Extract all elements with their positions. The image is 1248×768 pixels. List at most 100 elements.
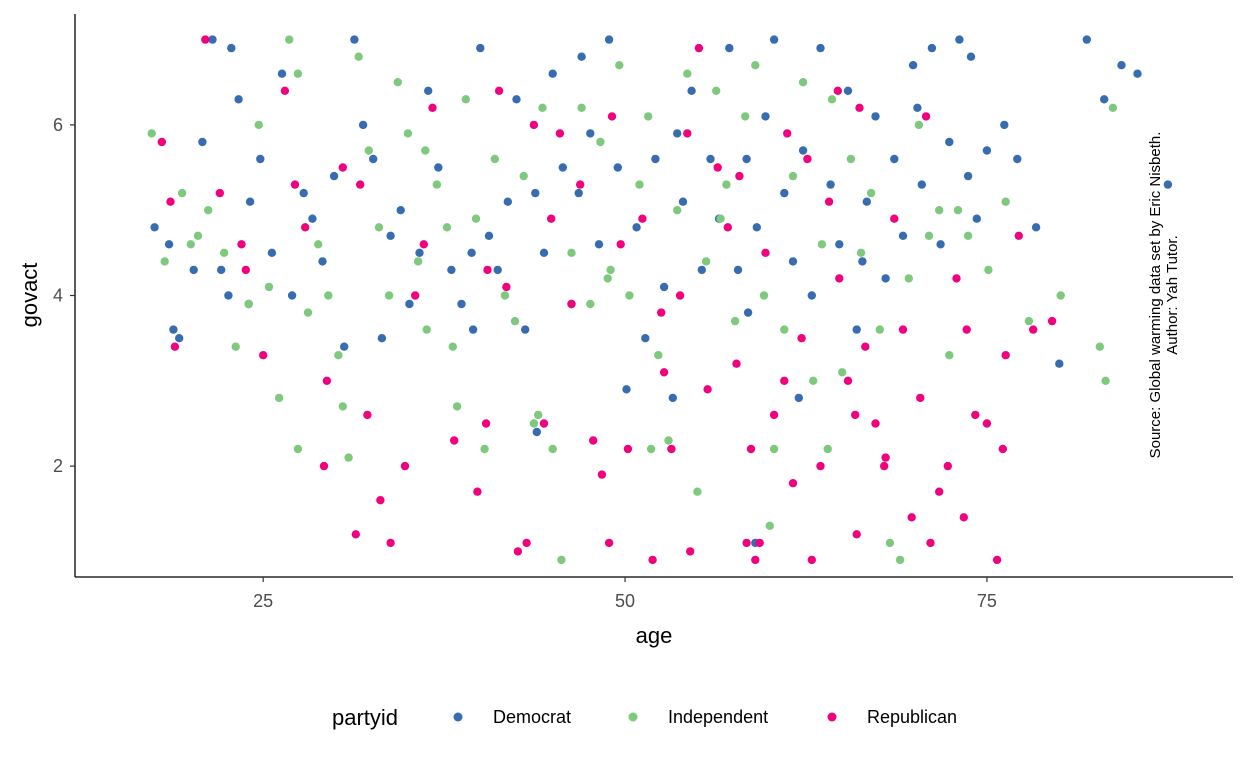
point-independent-10 [274, 393, 284, 403]
point-democrat-65 [769, 35, 779, 44]
point-independent-15 [324, 291, 333, 300]
point-democrat-40 [539, 248, 549, 257]
point-republican-9 [319, 461, 329, 471]
point-democrat-96 [1133, 69, 1142, 78]
point-republican-39 [667, 444, 676, 454]
point-independent-85 [1056, 291, 1065, 300]
point-republican-56 [824, 197, 834, 206]
point-independent-69 [846, 154, 856, 164]
point-republican-32 [597, 470, 607, 479]
point-republican-21 [481, 419, 491, 428]
point-independent-43 [596, 137, 605, 147]
point-independent-80 [953, 206, 963, 215]
point-independent-12 [293, 69, 303, 78]
point-republican-30 [576, 180, 585, 189]
point-independent-86 [1095, 342, 1105, 351]
point-republican-98 [746, 444, 756, 454]
point-republican-24 [513, 547, 523, 556]
point-democrat-14 [287, 291, 297, 300]
point-independent-46 [625, 291, 634, 300]
point-democrat-57 [697, 265, 706, 275]
point-democrat-16 [308, 214, 317, 223]
point-independent-97 [448, 342, 457, 351]
point-republican-52 [788, 479, 798, 488]
point-republican-47 [742, 538, 751, 548]
point-democrat-94 [1100, 95, 1109, 104]
point-democrat-108 [913, 103, 922, 113]
point-democrat-83 [936, 240, 945, 249]
point-democrat-60 [725, 43, 734, 53]
point-republican-8 [290, 180, 300, 189]
point-democrat-15 [299, 188, 308, 198]
point-democrat-32 [467, 248, 476, 257]
legend-label-independent: Independent [668, 707, 768, 727]
point-republican-3 [201, 35, 210, 44]
point-democrat-69 [807, 291, 816, 300]
point-democrat-54 [668, 393, 677, 403]
point-democrat-35 [493, 265, 502, 275]
point-independent-84 [1024, 316, 1034, 326]
point-democrat-28 [424, 86, 433, 96]
point-republican-16 [400, 461, 410, 471]
point-independent-94 [534, 410, 543, 420]
point-republican-33 [604, 538, 614, 548]
point-democrat-71 [826, 180, 835, 189]
x-tick-label-50: 50 [615, 591, 635, 611]
point-democrat-63 [752, 223, 761, 232]
point-independent-17 [344, 453, 353, 462]
point-independent-70 [856, 248, 866, 257]
point-independent-28 [452, 402, 462, 411]
point-independent-11 [285, 35, 294, 44]
point-independent-83 [1001, 197, 1010, 206]
point-independent-21 [384, 291, 394, 300]
point-democrat-19 [340, 342, 349, 351]
legend: partyid Democrat Independent Republican [332, 705, 957, 730]
point-independent-36 [529, 419, 539, 428]
point-democrat-101 [227, 43, 236, 53]
point-democrat-58 [706, 154, 715, 164]
point-republican-97 [851, 410, 860, 420]
legend-label-democrat: Democrat [493, 707, 571, 727]
point-democrat-102 [468, 325, 478, 334]
point-republican-55 [816, 461, 825, 471]
point-democrat-95 [1117, 60, 1126, 70]
point-democrat-98 [794, 393, 803, 403]
point-republican-73 [982, 419, 992, 428]
point-republican-67 [926, 538, 935, 548]
point-republican-69 [943, 461, 952, 471]
point-independent-0 [147, 129, 156, 138]
point-democrat-17 [318, 257, 327, 266]
point-democrat-92 [1055, 359, 1064, 368]
point-republican-63 [890, 214, 899, 223]
point-republican-93 [755, 538, 764, 548]
point-democrat-2 [169, 325, 178, 334]
point-republican-86 [419, 240, 428, 249]
point-independent-44 [606, 265, 615, 275]
point-independent-19 [364, 146, 373, 155]
point-republican-13 [363, 410, 372, 420]
point-democrat-45 [586, 129, 595, 138]
point-independent-27 [442, 223, 452, 232]
point-republican-0 [157, 137, 166, 147]
point-independent-78 [935, 206, 944, 215]
point-democrat-80 [908, 60, 918, 70]
point-democrat-10 [245, 197, 255, 206]
point-democrat-103 [574, 188, 583, 198]
point-republican-85 [483, 265, 492, 275]
point-democrat-74 [852, 325, 861, 334]
point-republican-1 [166, 197, 175, 206]
point-democrat-26 [405, 299, 414, 309]
point-republican-80 [783, 129, 792, 138]
points-layer [147, 35, 1173, 565]
point-independent-55 [712, 86, 721, 96]
point-democrat-93 [1082, 35, 1092, 44]
point-independent-62 [780, 325, 789, 334]
point-independent-20 [374, 223, 384, 232]
point-independent-26 [432, 180, 442, 189]
point-independent-47 [635, 180, 644, 189]
y-tick-label-4: 4 [53, 286, 63, 306]
point-independent-38 [548, 444, 557, 454]
point-republican-42 [694, 43, 704, 53]
point-republican-15 [386, 538, 395, 548]
point-democrat-1 [164, 240, 174, 249]
